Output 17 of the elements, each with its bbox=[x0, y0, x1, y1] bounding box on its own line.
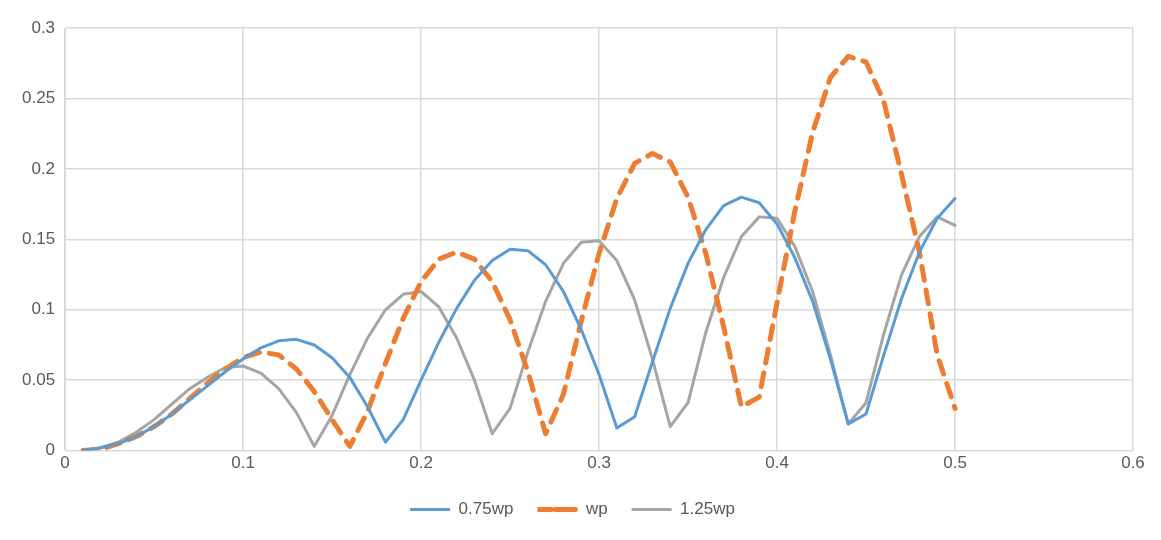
y-tick-label: 0.3 bbox=[31, 17, 56, 37]
y-tick-label: 0.2 bbox=[31, 158, 56, 178]
legend-label: 1.25wp bbox=[680, 499, 735, 519]
x-tick-label: 0.6 bbox=[1121, 453, 1145, 473]
legend-label: 0.75wp bbox=[458, 499, 514, 519]
x-tick-label: 0.2 bbox=[409, 453, 433, 473]
y-tick-label: 0.1 bbox=[31, 299, 56, 319]
legend-label: wp bbox=[584, 499, 608, 519]
x-tick-label: 0.5 bbox=[943, 453, 967, 473]
y-tick-label: 0.25 bbox=[21, 88, 56, 108]
y-tick-label: 0 bbox=[45, 440, 56, 460]
x-tick-label: 0.4 bbox=[765, 453, 789, 473]
y-tick-label: 0.15 bbox=[21, 229, 56, 249]
y-tick-label: 0.05 bbox=[21, 369, 56, 389]
x-tick-label: 0.1 bbox=[231, 453, 255, 473]
x-tick-label: 0.3 bbox=[587, 453, 611, 473]
x-tick-label: 0 bbox=[60, 453, 70, 473]
